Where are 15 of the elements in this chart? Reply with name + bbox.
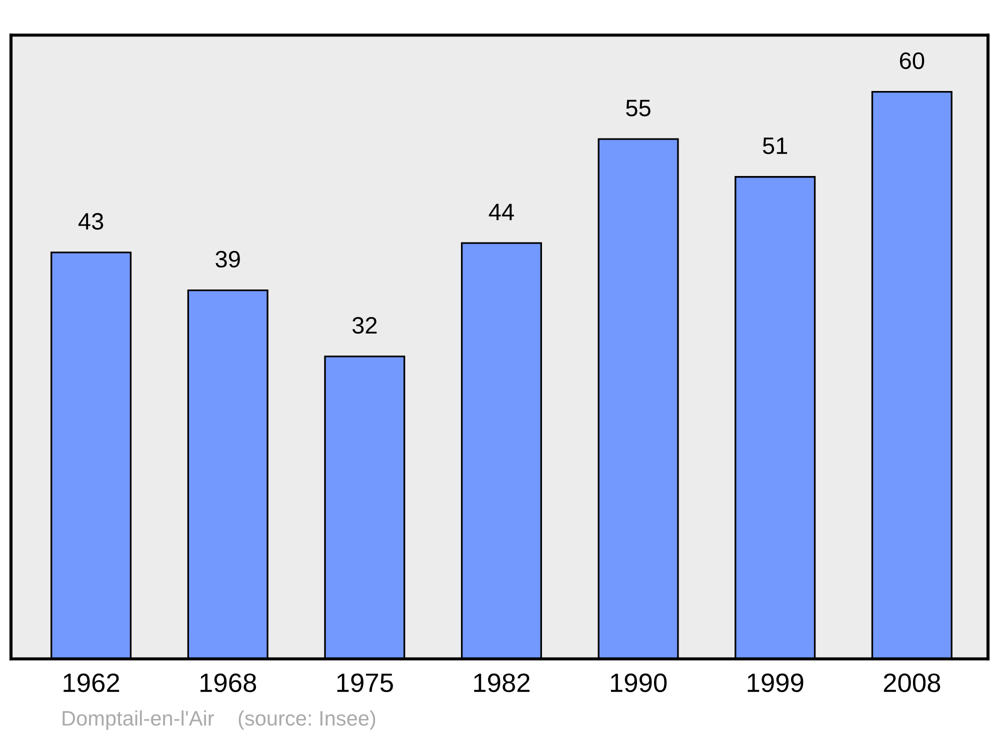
text: Domptail-en-l'Air (source: Insee)	[62, 710, 376, 730]
x-tick-label: 2008	[884, 673, 940, 692]
data-label: 39	[216, 250, 240, 268]
x-tick-label: 1962	[64, 673, 120, 692]
data-label: 43	[78, 213, 104, 230]
data-label: 32	[352, 316, 377, 334]
x-tick-label: 1990	[610, 673, 667, 692]
data-label: 51	[762, 138, 788, 154]
data-label: 44	[488, 204, 514, 220]
x-tick-label: 1999	[748, 673, 804, 692]
x-tick-label: 1975	[337, 673, 393, 692]
data-label: 55	[626, 100, 650, 116]
x-tick-label: 1982	[474, 673, 530, 692]
x-tick-label: 1968	[200, 673, 256, 692]
data-label: 60	[900, 52, 924, 70]
